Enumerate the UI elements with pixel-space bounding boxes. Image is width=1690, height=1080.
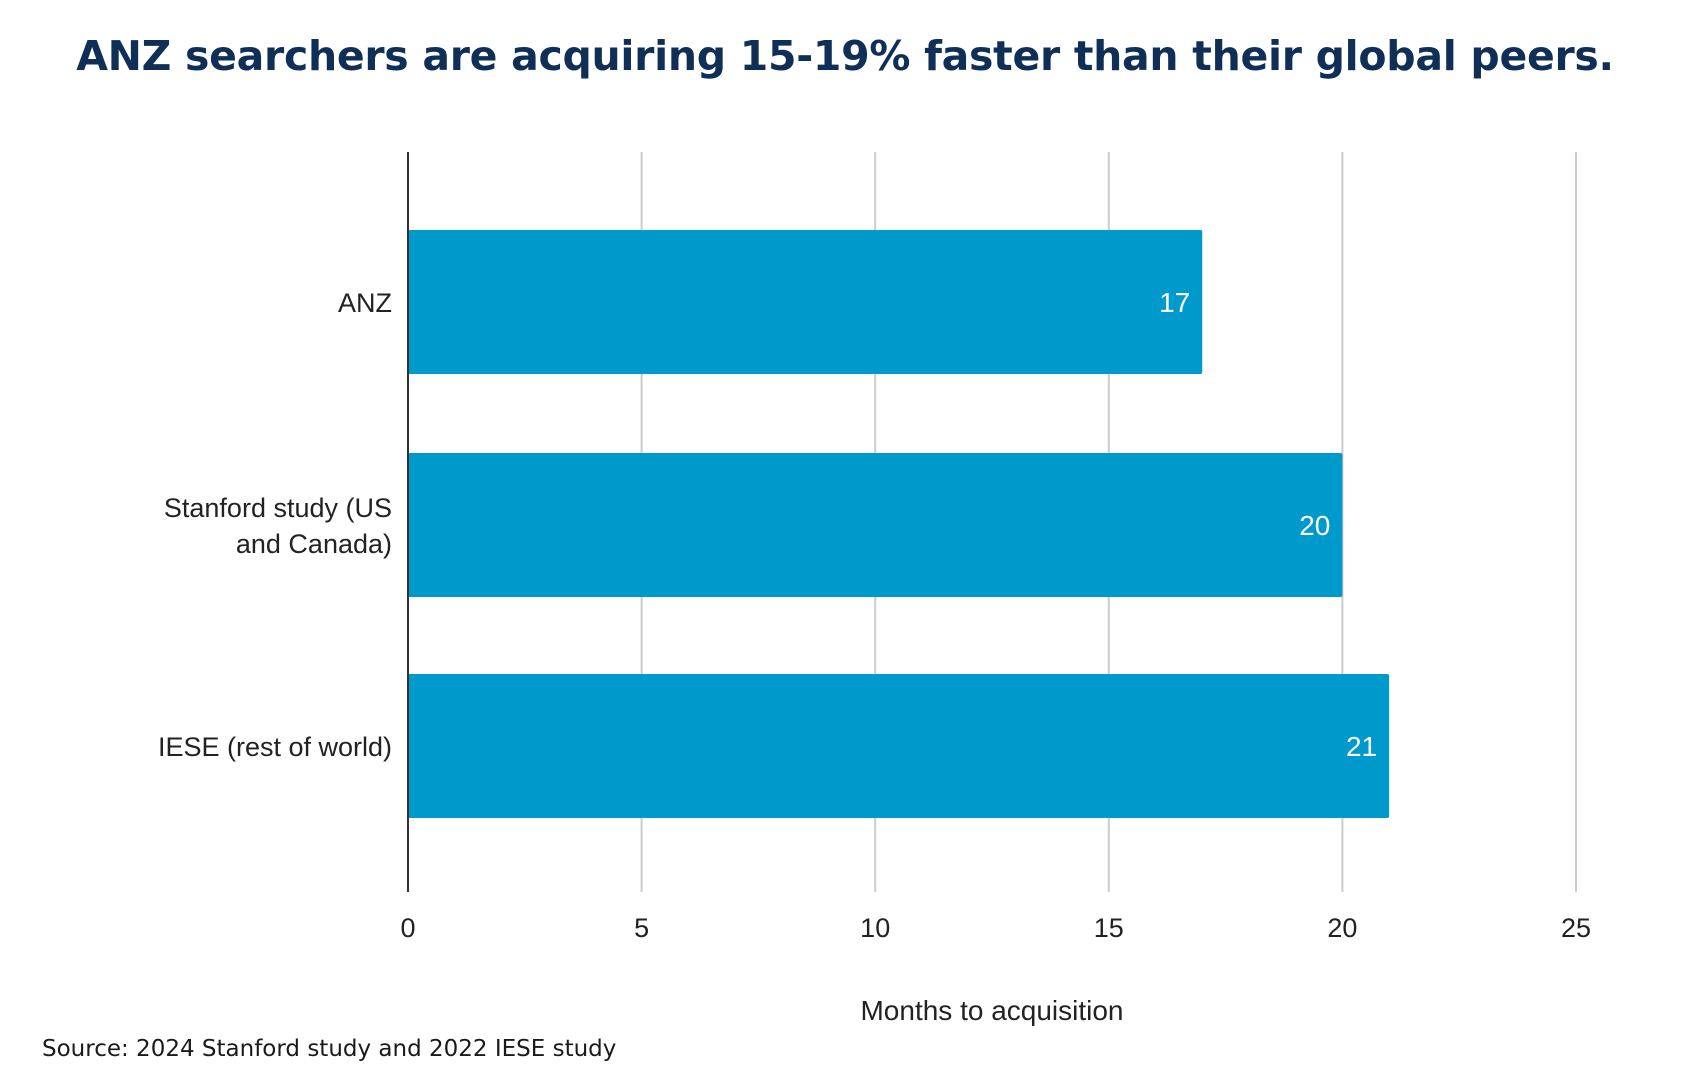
bars xyxy=(408,230,1390,818)
x-tick-label-25: 25 xyxy=(1561,913,1591,943)
x-tick-label-15: 15 xyxy=(1094,913,1124,943)
x-tick-label-0: 0 xyxy=(400,913,415,943)
labels: 0 5 10 15 20 25 17 ANZ 20 Stanford study (US and C… xyxy=(158,287,1591,1026)
chart-title: ANZ searchers are acquiring 15-19% faste… xyxy=(76,32,1614,80)
x-tick-label-5: 5 xyxy=(634,913,649,943)
data-label-2: 20 xyxy=(1299,510,1330,541)
bar-3 xyxy=(408,674,1390,818)
x-tick-label-20: 20 xyxy=(1327,913,1357,943)
bar-2 xyxy=(408,453,1343,597)
source-note: Source: 2024 Stanford study and 2022 IES… xyxy=(42,1036,617,1062)
category-label-3: IESE (rest of world) xyxy=(158,732,392,762)
category-label-2: Stanford study (US and Canada) xyxy=(164,493,392,559)
category-label-1: ANZ xyxy=(338,288,392,318)
data-label-3: 21 xyxy=(1346,731,1377,762)
x-tick-label-10: 10 xyxy=(860,913,890,943)
data-label-1: 17 xyxy=(1159,287,1190,318)
x-axis-title: Months to acquisition xyxy=(860,995,1123,1026)
bar-1 xyxy=(408,230,1203,374)
